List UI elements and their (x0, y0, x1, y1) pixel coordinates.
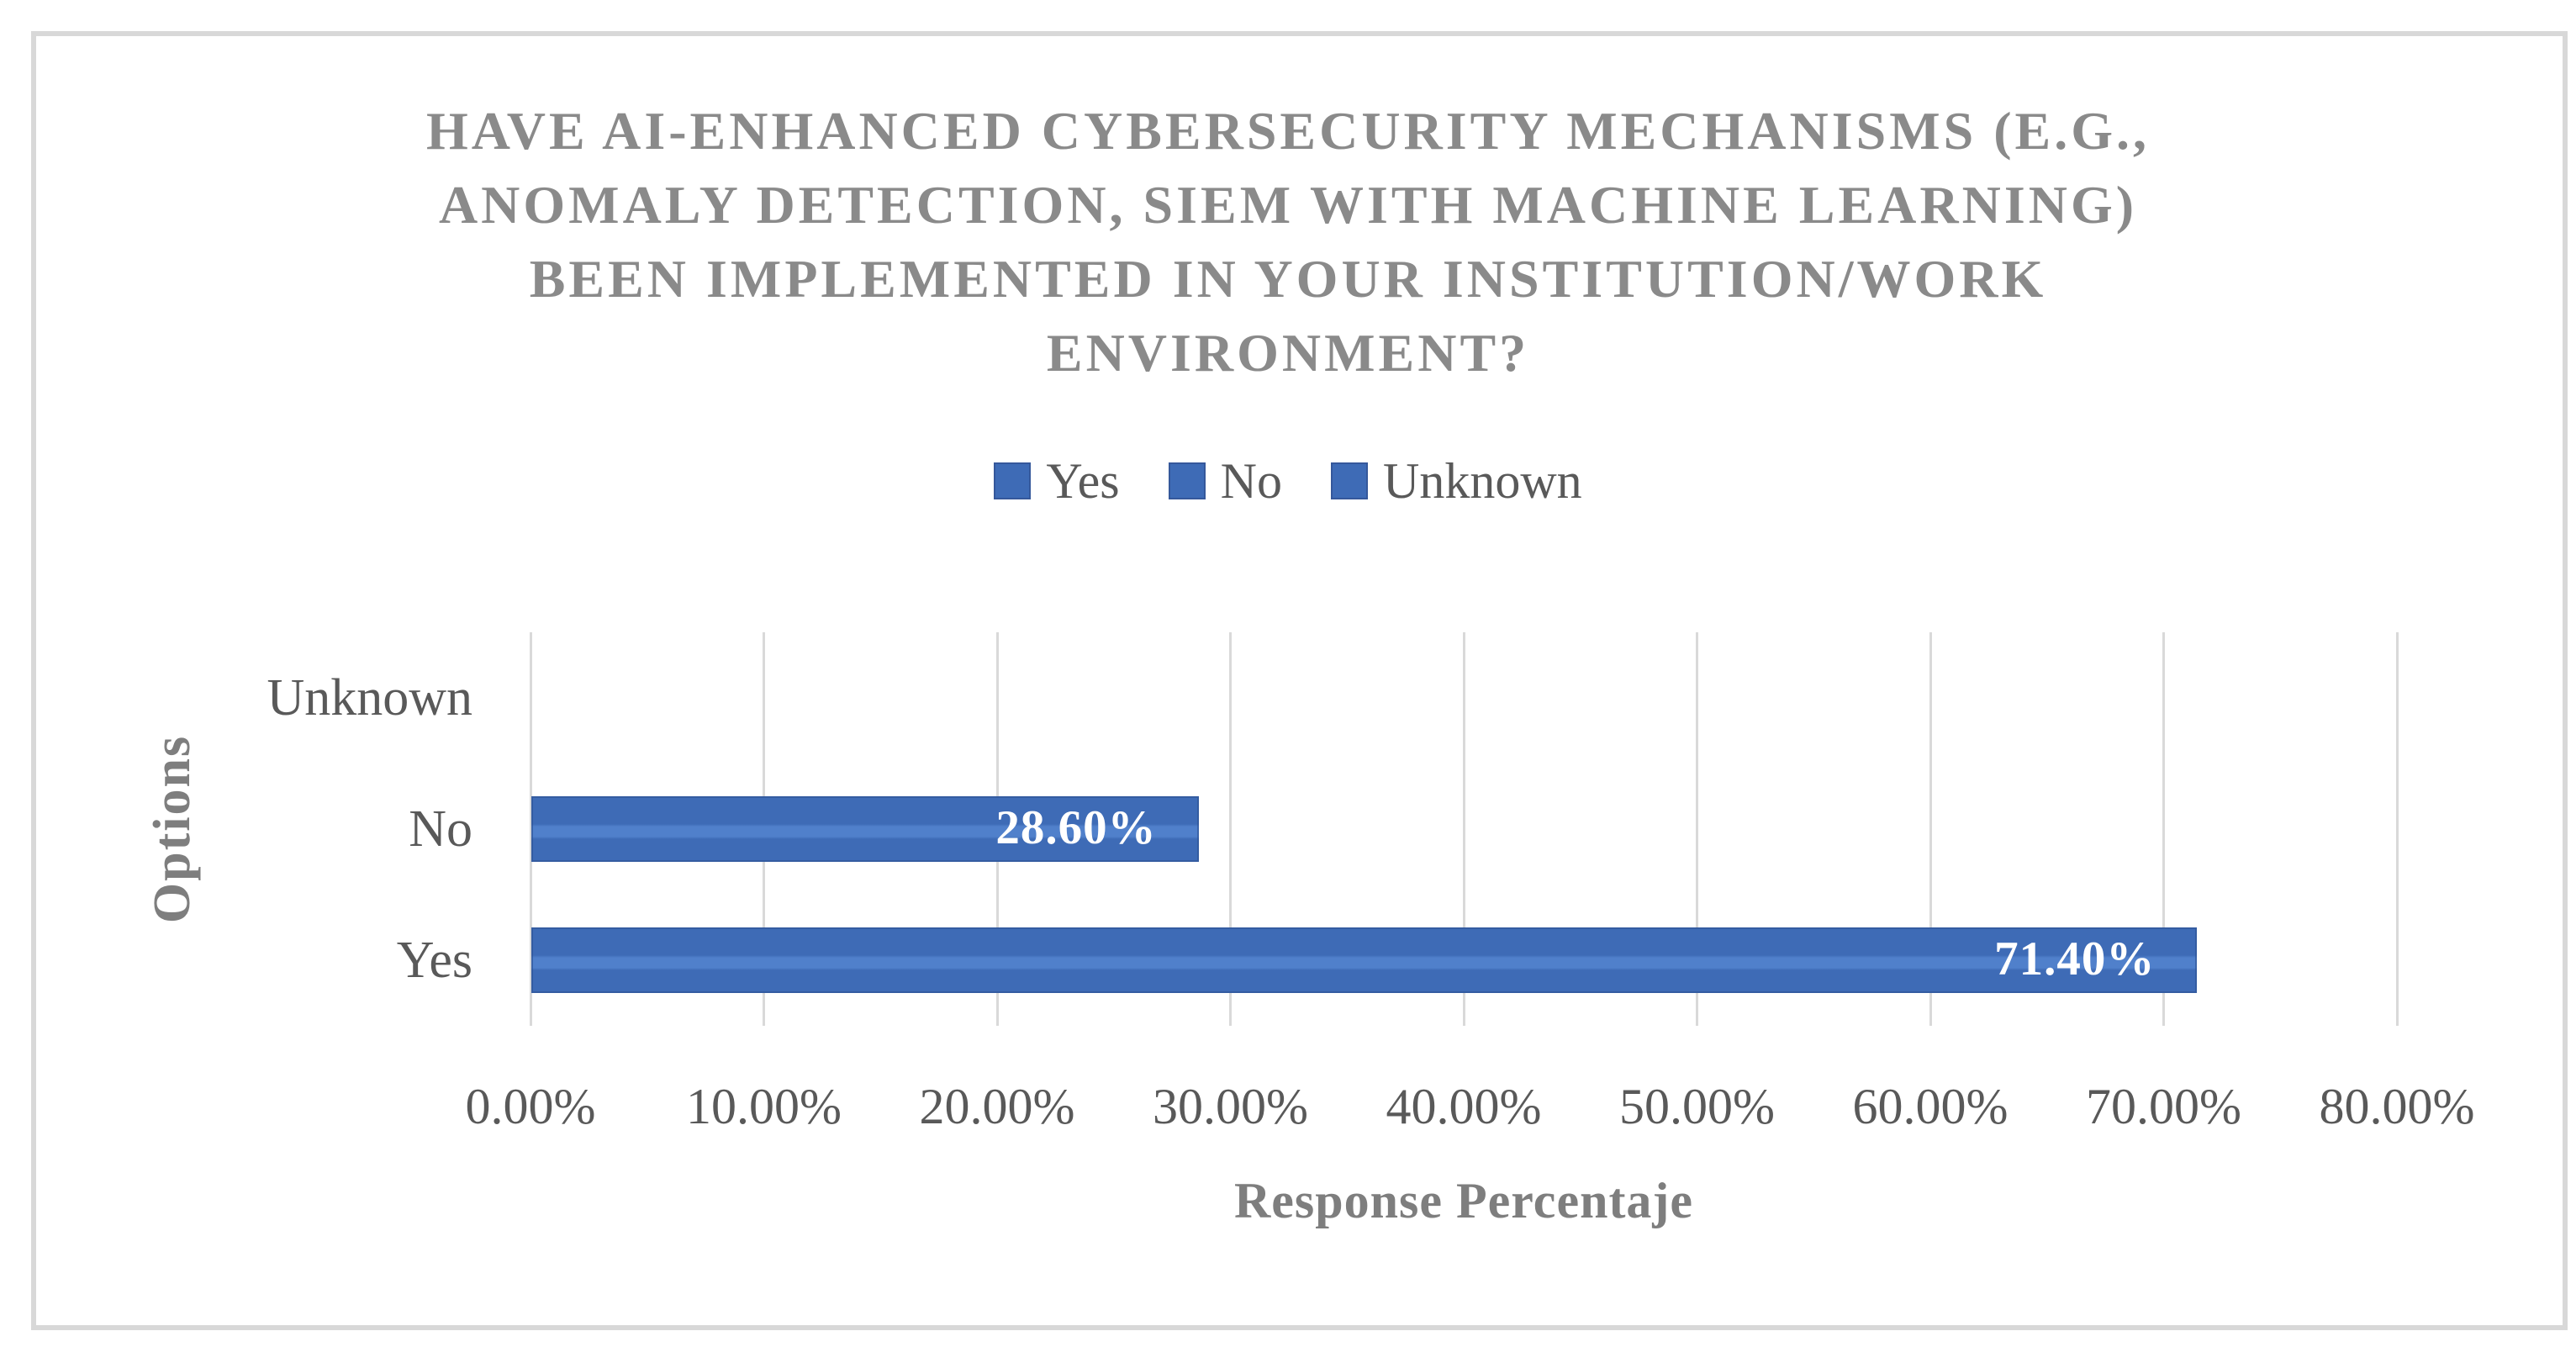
gridline (2395, 632, 2399, 1026)
x-tick-label: 0.00% (465, 1079, 596, 1134)
category-label-no: No (409, 800, 472, 858)
bar-value-label: 71.40% (1994, 932, 2156, 985)
gridline (1462, 632, 1465, 1026)
legend-label: Yes (1046, 453, 1120, 509)
y-axis-title: Options (144, 734, 201, 924)
x-axis-title: Response Percentaje (1233, 1173, 1694, 1228)
gridline (1696, 632, 1698, 1026)
legend-item-no: No (1168, 453, 1282, 509)
x-tick-label: 10.00% (686, 1079, 842, 1134)
legend-item-yes: Yes (994, 453, 1120, 509)
x-tick-label: 70.00% (2086, 1079, 2241, 1134)
legend-label: Unknown (1382, 453, 1582, 509)
gridline (1929, 632, 1932, 1026)
x-tick-label: 60.00% (1852, 1079, 2009, 1134)
gridline (2162, 632, 2165, 1026)
x-tick-label: 20.00% (919, 1079, 1075, 1134)
legend-swatch-icon (1168, 462, 1206, 499)
x-tick-label: 40.00% (1386, 1079, 1542, 1134)
y-axis-line (529, 632, 532, 1026)
legend-swatch-icon (994, 462, 1032, 499)
x-tick-label: 30.00% (1153, 1079, 1308, 1134)
x-tick-label: 80.00% (2319, 1079, 2475, 1134)
legend: Yes No Unknown (0, 456, 2576, 506)
bar-no (531, 796, 1199, 862)
chart-title: HAVE AI-ENHANCED CYBERSECURITY MECHANISM… (425, 101, 2151, 383)
legend-item-unknown: Unknown (1330, 453, 1582, 509)
x-tick-label: 50.00% (1619, 1079, 1775, 1134)
bar-yes (531, 927, 2198, 993)
gridline (1229, 632, 1232, 1026)
legend-swatch-icon (1330, 462, 1368, 499)
bar-value-label: 28.60% (995, 801, 1157, 854)
category-label-unknown: Unknown (267, 669, 472, 726)
legend-label: No (1220, 453, 1282, 509)
category-label-yes: Yes (396, 932, 472, 989)
